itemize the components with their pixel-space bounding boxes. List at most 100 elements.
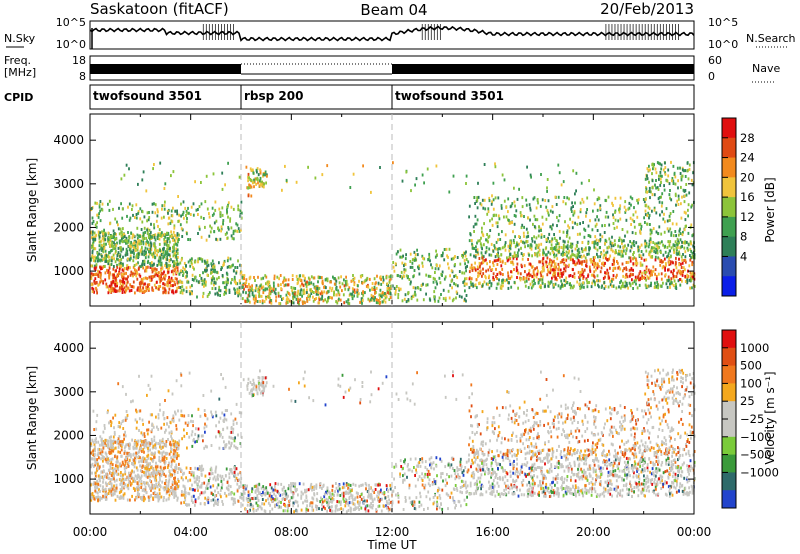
range-gate-cell [194, 275, 196, 279]
range-gate-cell [480, 251, 483, 255]
range-gate-cell [565, 250, 568, 254]
range-gate-cell [473, 247, 476, 250]
range-gate-cell [679, 272, 682, 276]
range-gate-cell [211, 287, 214, 290]
cpid-segments: twofsound 3501 rbsp 200 twofsound 3501 [93, 85, 504, 109]
y-tick-label: 4000 [53, 133, 84, 147]
range-gate-cell [122, 478, 124, 482]
range-gate-cell [475, 248, 477, 252]
range-gate-cell [398, 288, 401, 292]
range-gate-cell [664, 161, 666, 165]
range-gate-cell [553, 259, 555, 263]
range-gate-cell [568, 283, 571, 286]
range-gate-cell [168, 452, 171, 456]
range-gate-cell [660, 167, 663, 171]
range-gate-cell [171, 458, 174, 462]
range-gate-cell [615, 286, 618, 290]
range-gate-cell [387, 291, 389, 295]
range-gate-cell [480, 245, 483, 249]
range-gate-cell [136, 288, 139, 292]
range-gate-cell [557, 272, 559, 276]
range-gate-cell [587, 241, 590, 245]
range-gate-cell [119, 282, 122, 286]
range-gate-cell [221, 187, 224, 191]
range-gate-cell [189, 292, 191, 296]
range-gate-cell [101, 455, 104, 459]
range-gate-cell [255, 182, 257, 186]
range-gate-cell [123, 267, 126, 270]
range-gate-cell [194, 180, 196, 184]
range-gate-cell [115, 232, 117, 236]
range-gate-cell [97, 213, 99, 217]
range-gate-cell [232, 207, 235, 211]
range-gate-cell [148, 228, 151, 232]
range-gate-cell [167, 487, 170, 491]
range-gate-cell [90, 283, 93, 286]
range-gate-cell [177, 479, 180, 483]
range-gate-cell [367, 285, 370, 289]
range-gate-cell [94, 457, 96, 461]
range-gate-cell [140, 484, 143, 487]
range-gate-cell [137, 252, 139, 256]
range-gate-cell [198, 205, 201, 209]
range-gate-cell [635, 241, 638, 245]
range-gate-cell [651, 172, 653, 176]
range-gate-cell [177, 195, 179, 198]
range-gate-cell [391, 284, 394, 288]
range-gate-cell [154, 494, 157, 498]
range-gate-cell [515, 266, 518, 270]
range-gate-cell [116, 274, 119, 278]
range-gate-cell [292, 294, 295, 298]
range-gate-cell [129, 498, 131, 502]
range-gate-cell [555, 265, 557, 269]
range-gate-cell [553, 265, 556, 269]
range-gate-cell [236, 229, 239, 233]
range-gate-cell [388, 298, 391, 301]
range-gate-cell [346, 283, 349, 287]
range-gate-cell [192, 213, 195, 217]
range-gate-cell [208, 234, 211, 238]
range-gate-cell [370, 190, 372, 194]
range-gate-cell [118, 267, 121, 271]
range-gate-cell [120, 177, 123, 181]
range-gate-cell [174, 234, 177, 238]
range-gate-cell [138, 266, 140, 270]
range-gate-cell [593, 270, 596, 274]
range-gate-cell [497, 251, 499, 255]
range-gate-cell [118, 206, 120, 210]
range-gate-cell [606, 258, 609, 262]
range-gate-cell [306, 299, 309, 303]
range-gate-cell [137, 182, 139, 186]
range-gate-cell [129, 453, 132, 457]
range-gate-cell [178, 462, 180, 466]
range-gate-cell [659, 162, 661, 166]
range-gate-cell [622, 285, 625, 289]
range-gate-cell [655, 248, 658, 251]
range-gate-cell [393, 269, 396, 273]
range-gate-cell [115, 483, 118, 487]
range-gate-cell [662, 253, 665, 257]
range-gate-cell [215, 237, 217, 241]
range-gate-cell [94, 474, 97, 478]
range-gate-cell [167, 237, 170, 241]
range-gate-cell [172, 247, 175, 251]
range-gate-cell [332, 275, 334, 279]
range-gate-cell [474, 283, 477, 287]
range-gate-cell [558, 245, 561, 249]
range-gate-cell [140, 474, 143, 478]
range-gate-cell [115, 464, 117, 468]
range-gate-cell [646, 275, 649, 279]
range-gate-cell [132, 458, 134, 462]
range-gate-cell [607, 271, 610, 275]
range-gate-cell [564, 202, 567, 206]
range-gate-cell [495, 240, 498, 244]
range-gate-cell [134, 459, 137, 463]
range-gate-cell [201, 282, 204, 286]
range-gate-cell [257, 287, 260, 291]
range-gate-cell [109, 290, 112, 293]
range-gate-cell [125, 241, 127, 245]
range-gate-cell [242, 284, 244, 287]
range-gate-cell [413, 292, 416, 296]
range-gate-cell [167, 263, 170, 267]
range-gate-cell [479, 202, 482, 206]
